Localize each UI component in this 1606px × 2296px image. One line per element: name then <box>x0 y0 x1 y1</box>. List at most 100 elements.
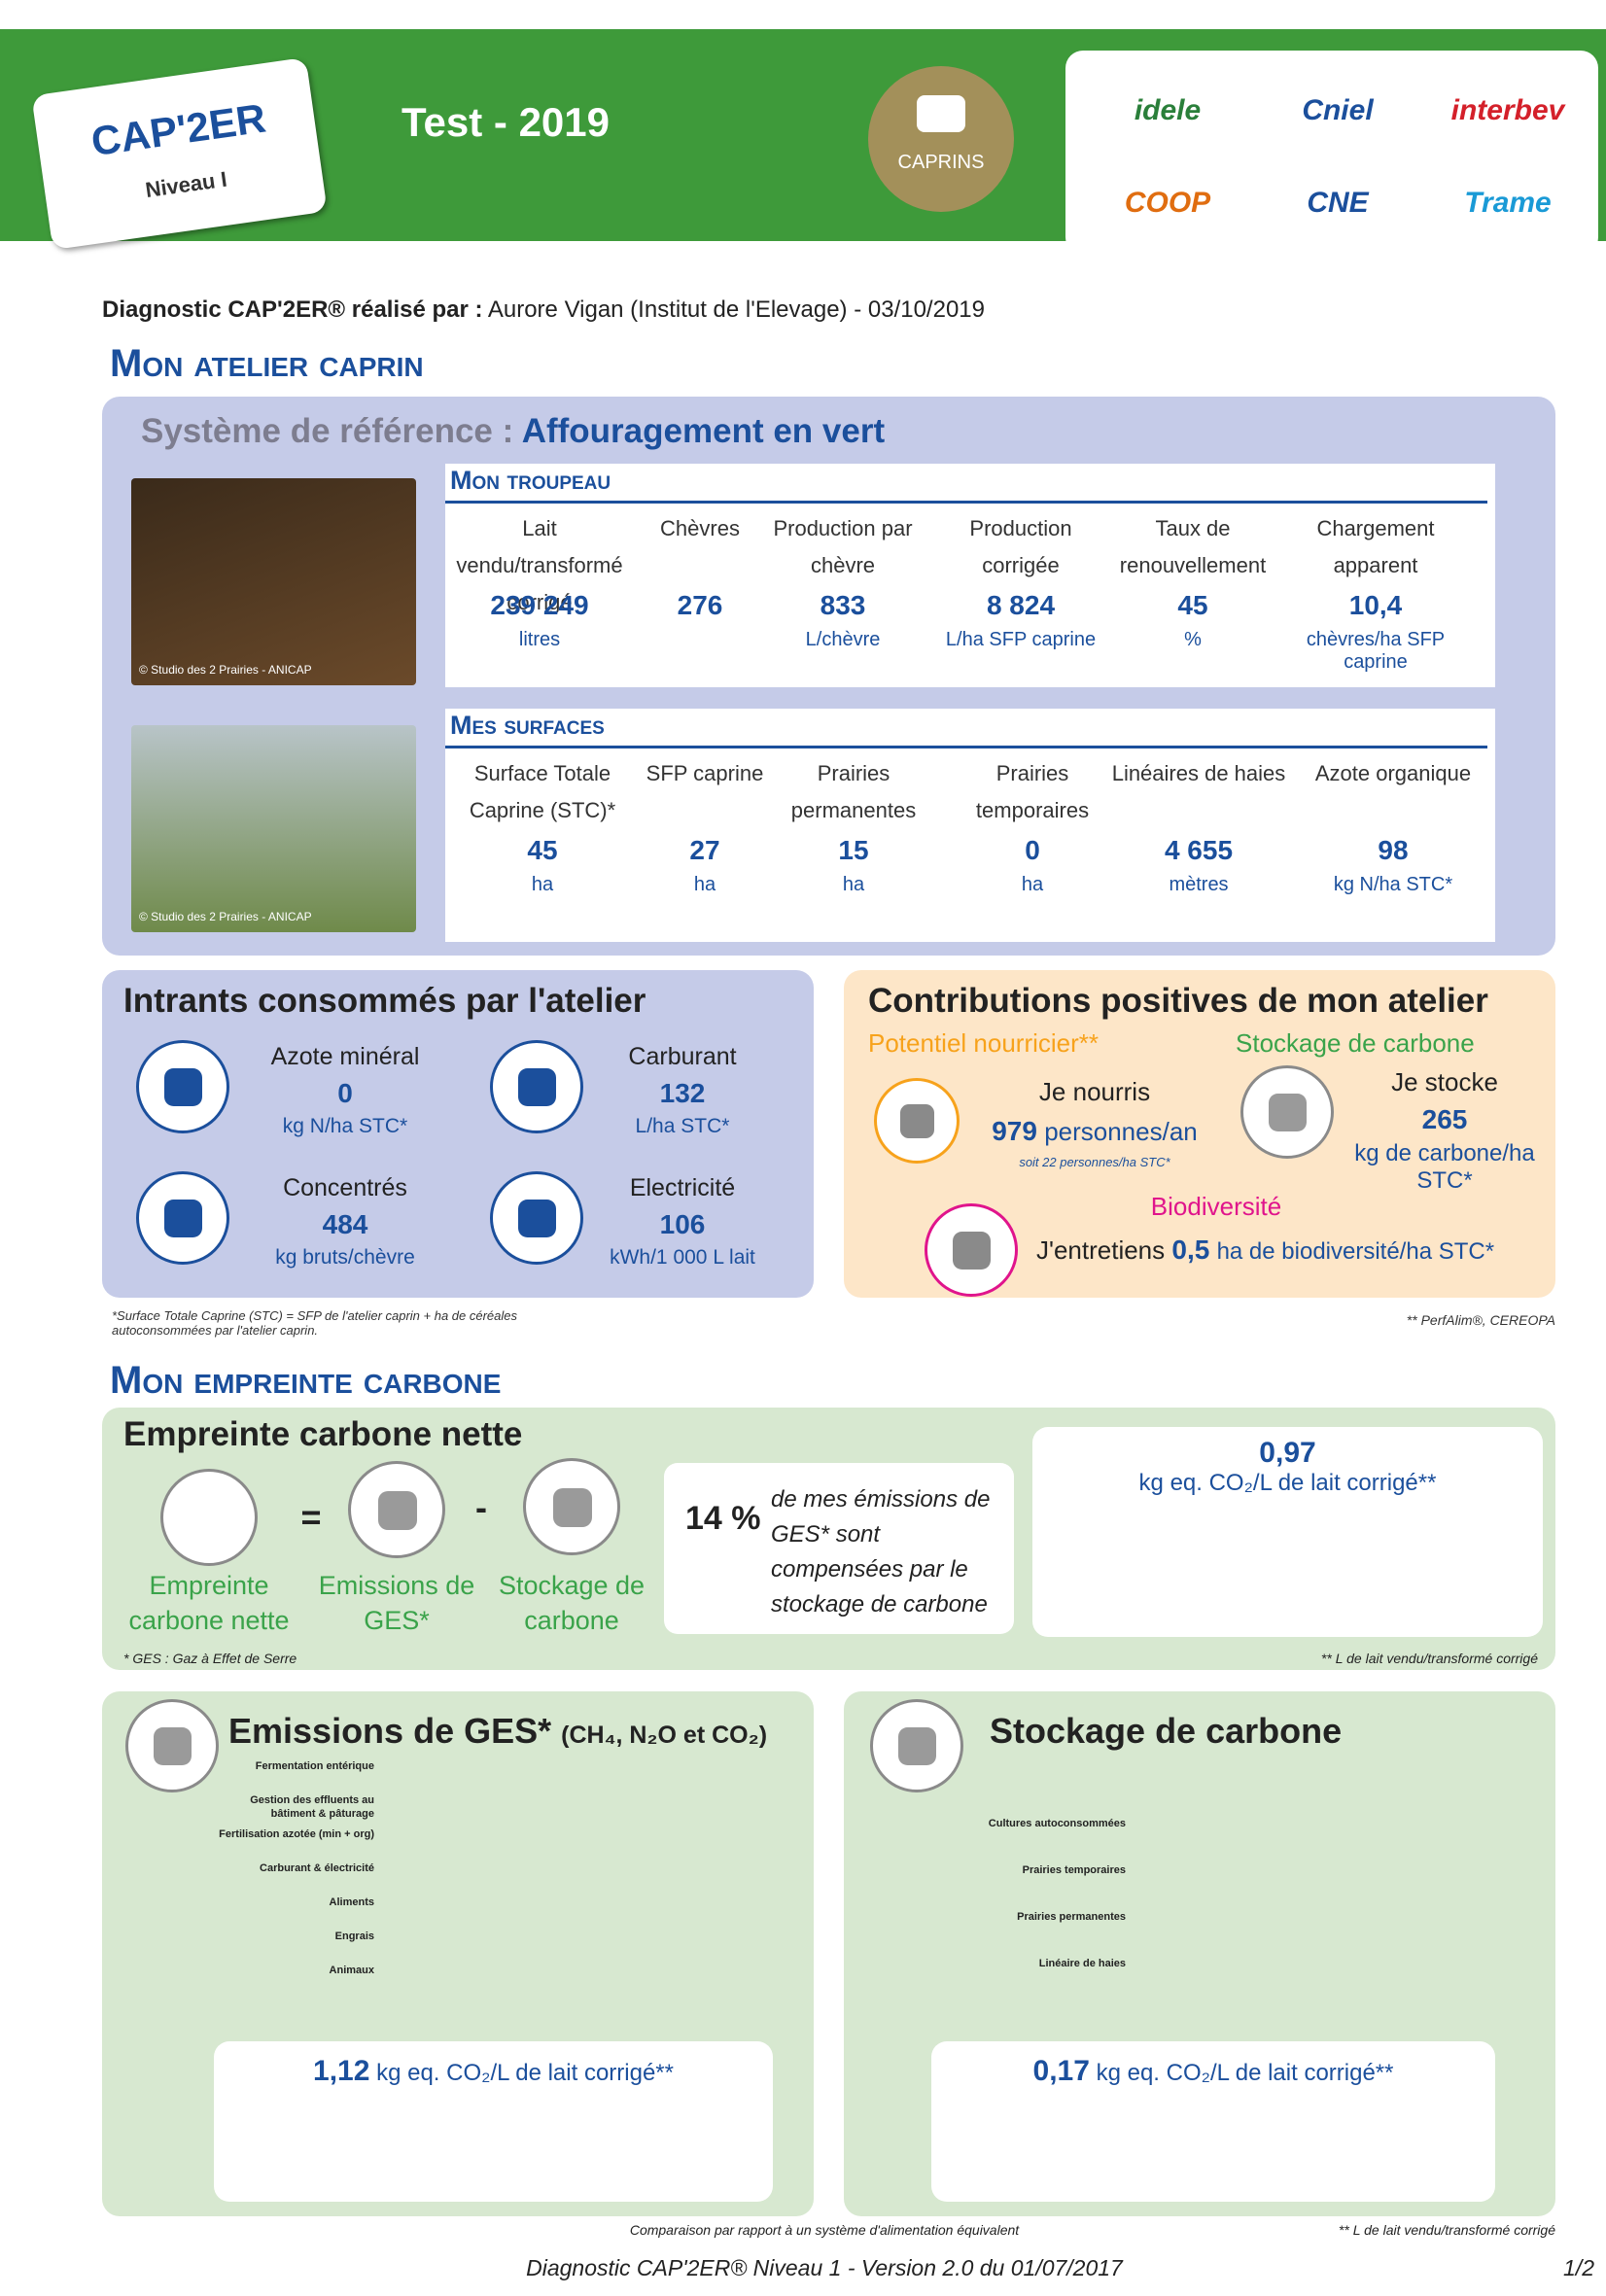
partner-logo: COOP <box>1095 187 1240 220</box>
gauge-box: 0,17 kg eq. CO₂/L de lait corrigé**0,000… <box>931 2041 1495 2202</box>
column-value: 45 <box>1105 590 1280 621</box>
column-label: Production corrigée <box>933 510 1108 584</box>
category-label: Aliments <box>209 1896 374 1909</box>
value: 0,5 <box>1171 1235 1209 1265</box>
category-label: Cultures autoconsommées <box>960 1817 1126 1830</box>
net-panel: Empreinte carbone netteEmpreinte carbone… <box>102 1408 1555 1670</box>
biodiversity-line: J'entretiens 0,5 ha de biodiversité/ha S… <box>1036 1235 1494 1266</box>
contributions-panel: Contributions positives de mon atelier Po… <box>844 970 1555 1298</box>
icon-glyph <box>164 1068 201 1105</box>
atelier-panel: Système de référence : Affouragement en … <box>102 397 1555 956</box>
unit: personnes/an <box>1044 1117 1198 1146</box>
column-label: Surface Totale Caprine (STC)* <box>455 755 630 829</box>
contribution-text: Je nourris <box>978 1077 1211 1107</box>
footnote: ** PerfAlim®, CEREOPA <box>1407 1312 1555 1328</box>
intrant-value: 484 <box>228 1209 462 1240</box>
value: 979 <box>992 1116 1037 1146</box>
gauge: 0,000,501,74 <box>1032 1427 1543 1637</box>
column-unit: litres <box>442 629 637 651</box>
category-label: Prairies permanentes <box>960 1910 1126 1924</box>
column-label: Chargement apparent <box>1288 510 1463 584</box>
contribution-text: Je stocke <box>1347 1067 1542 1097</box>
category-label: Prairies temporaires <box>960 1863 1126 1877</box>
table-title: Mon troupeau <box>450 466 611 496</box>
column-value: 10,4 <box>1288 590 1463 621</box>
footer-version: Diagnostic CAP'2ER® Niveau 1 - Version 2… <box>484 2255 1165 2281</box>
term-label: Stockage de carbone <box>489 1568 654 1638</box>
column-label: Azote organique <box>1306 755 1481 792</box>
stockage-panel: Stockage de carbone-0,10-0,050,000,050,1… <box>844 1691 1555 2216</box>
category-label: Gestion des effluents au bâtiment & pâtu… <box>209 1793 374 1821</box>
term-icon <box>348 1461 445 1558</box>
gauge: 0,510,881,74 <box>214 2041 773 2202</box>
partner-logo: Cniel <box>1265 94 1411 127</box>
contribution-title: Biodiversité <box>1100 1192 1333 1222</box>
column-value: 0 <box>945 835 1120 866</box>
unit: ha de biodiversité/ha STC* <box>1217 1238 1495 1265</box>
intrant-unit: L/ha STC* <box>556 1115 809 1138</box>
icon-glyph <box>164 1200 201 1236</box>
partner-logo: idele <box>1095 94 1240 127</box>
icon-glyph <box>900 1104 934 1138</box>
reference-line: Système de référence : Affouragement en … <box>141 412 885 451</box>
share-text: de mes émissions de GES* sont compensées… <box>771 1482 995 1622</box>
icon-glyph <box>553 1488 592 1527</box>
table-title: Mes surfaces <box>450 711 605 741</box>
intrant-unit: kWh/1 000 L lait <box>556 1246 809 1270</box>
intrant-icon <box>136 1171 229 1265</box>
icon-glyph <box>1269 1094 1306 1131</box>
footnote: *Surface Totale Caprine (STC) = SFP de l… <box>112 1308 520 1338</box>
space <box>1209 1235 1216 1265</box>
table-rule <box>445 501 1487 504</box>
column-unit: L/chèvre <box>746 629 940 651</box>
panel-title: Empreinte carbone nette <box>123 1415 522 1454</box>
intrant-unit: kg bruts/chèvre <box>219 1246 471 1270</box>
text: J'entretiens <box>1036 1235 1165 1265</box>
term-label: Emissions de GES* <box>314 1568 479 1638</box>
footer-note: ** L de lait vendu/transformé corrigé <box>1339 2222 1555 2238</box>
page-number: 1/2 <box>1563 2255 1594 2281</box>
share-box: 14 %de mes émissions de GES* sont compen… <box>664 1463 1014 1634</box>
column-value: 45 <box>455 835 630 866</box>
column-label: Taux de renouvellement <box>1105 510 1280 584</box>
page: CAP'2ERNiveau ITest - 2019CAPRINSideleCn… <box>0 0 1606 2296</box>
section-title: Mon empreinte carbone <box>110 1359 501 1403</box>
diagnostic-label: Diagnostic CAP'2ER® réalisé par : <box>102 296 483 323</box>
category-label: Linéaire de haies <box>960 1957 1126 1970</box>
operator: = <box>292 1497 331 1538</box>
column-label: Linéaires de haies <box>1111 755 1286 792</box>
contribution-value: 265 <box>1347 1104 1542 1135</box>
fork-icon <box>874 1078 960 1164</box>
intrant-label: Concentrés <box>228 1174 462 1202</box>
category-label: Animaux <box>209 1964 374 1977</box>
column-unit: ha <box>935 874 1130 896</box>
icon-glyph <box>518 1200 555 1236</box>
footer-note: Comparaison par rapport à un système d'a… <box>533 2222 1116 2238</box>
column-value: 239 249 <box>452 590 627 621</box>
category-label: Carburant & électricité <box>209 1861 374 1875</box>
reference-value: Affouragement en vert <box>522 412 885 450</box>
intrant-value: 132 <box>566 1078 799 1109</box>
body: CAP'2ERNiveau ITest - 2019CAPRINSideleCn… <box>0 0 1606 2296</box>
partner-logo: Trame <box>1435 187 1581 220</box>
arrow-triangle <box>649 1308 1006 1364</box>
intrant-value: 0 <box>228 1078 462 1109</box>
icon-glyph <box>191 1499 229 1538</box>
emissions-panel: Emissions de GES* (CH₄, N₂O et CO₂)00,20… <box>102 1691 814 2216</box>
category-label: Engrais <box>209 1930 374 1943</box>
column-unit: % <box>1096 629 1290 651</box>
contribution-title: Potentiel nourricier** <box>868 1028 1099 1059</box>
column-unit: L/ha SFP caprine <box>924 629 1118 651</box>
goat-icon <box>917 95 965 132</box>
intrant-icon <box>136 1040 229 1133</box>
intrant-label: Carburant <box>566 1043 799 1071</box>
species-badge: CAPRINS <box>868 66 1014 212</box>
contribution-unit: kg de carbone/ha STC* <box>1343 1140 1547 1195</box>
contribution-title: Stockage de carbone <box>1236 1028 1475 1059</box>
panel-title: Contributions positives de mon atelier <box>868 982 1488 1021</box>
intrants-panel: Intrants consommés par l'atelierAzote mi… <box>102 970 814 1298</box>
panel-title: Intrants consommés par l'atelier <box>123 982 646 1021</box>
contribution-detail: soit 22 personnes/ha STC* <box>968 1155 1221 1169</box>
icon-glyph <box>378 1491 417 1530</box>
